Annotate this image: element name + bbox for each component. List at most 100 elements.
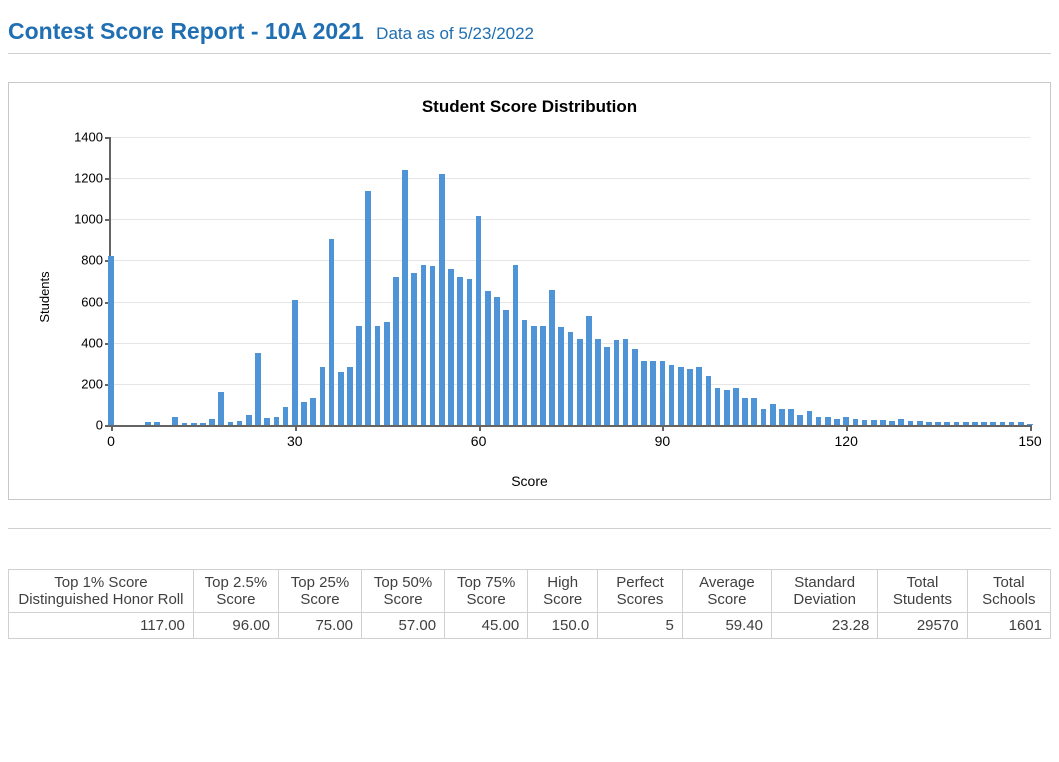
- histogram-bar: [687, 369, 693, 425]
- histogram-bar: [558, 327, 564, 425]
- histogram-bar: [715, 388, 721, 425]
- stats-col-header: Top 75% Score: [445, 570, 528, 613]
- title-asof: Data as of 5/23/2022: [376, 24, 534, 43]
- histogram-bar: [182, 423, 188, 425]
- stats-cell: 23.28: [771, 613, 877, 639]
- chart-title: Student Score Distribution: [19, 97, 1040, 117]
- histogram-bar: [669, 365, 675, 425]
- stats-col-header: High Score: [528, 570, 598, 613]
- histogram-bar: [742, 398, 748, 425]
- histogram-bar: [301, 402, 307, 425]
- ytick-label: 600: [81, 294, 103, 309]
- histogram-bar: [421, 265, 427, 425]
- stats-cell: 29570: [878, 613, 967, 639]
- xtick-label: 30: [287, 433, 303, 449]
- stats-value-row: 117.0096.0075.0057.0045.00150.0559.4023.…: [9, 613, 1051, 639]
- histogram-bar: [310, 398, 316, 425]
- histogram-bar: [540, 326, 546, 425]
- histogram-bar: [770, 404, 776, 425]
- histogram-bar: [935, 422, 941, 425]
- histogram-bar: [347, 367, 353, 425]
- histogram-bar: [329, 239, 335, 425]
- histogram-bar: [751, 398, 757, 425]
- stats-header-row: Top 1% Score Distinguished Honor RollTop…: [9, 570, 1051, 613]
- histogram-bar: [834, 419, 840, 425]
- histogram-bar: [448, 269, 454, 425]
- stats-col-header: Perfect Scores: [598, 570, 683, 613]
- histogram-bar: [568, 332, 574, 425]
- histogram-bar: [549, 290, 555, 425]
- histogram-bar: [898, 419, 904, 425]
- histogram-bar: [503, 310, 509, 425]
- histogram-bar: [1000, 422, 1006, 425]
- histogram-bar: [990, 422, 996, 425]
- chart-area: Students 0200400600800100012001400030609…: [19, 127, 1040, 467]
- xtick-label: 60: [471, 433, 487, 449]
- stats-cell: 75.00: [278, 613, 361, 639]
- histogram-bar: [439, 174, 445, 425]
- stats-cell: 59.40: [682, 613, 771, 639]
- histogram-bar: [191, 423, 197, 425]
- histogram-bar: [632, 349, 638, 425]
- histogram-bar: [678, 367, 684, 425]
- histogram-bar: [650, 361, 656, 425]
- stats-cell: 57.00: [362, 613, 445, 639]
- histogram-bar: [586, 316, 592, 425]
- histogram-bar: [228, 422, 234, 425]
- page-title: Contest Score Report - 10A 2021 Data as …: [8, 18, 1051, 45]
- stats-cell: 96.00: [193, 613, 278, 639]
- histogram-bar: [577, 339, 583, 425]
- histogram-bar: [880, 420, 886, 425]
- histogram-bar: [797, 415, 803, 425]
- histogram-bar: [172, 417, 178, 425]
- histogram-bar: [696, 367, 702, 425]
- histogram-bar: [963, 422, 969, 425]
- stats-table: Top 1% Score Distinguished Honor RollTop…: [8, 569, 1051, 639]
- histogram-bar: [209, 419, 215, 425]
- histogram-bar: [917, 421, 923, 425]
- chart-container: Student Score Distribution Students 0200…: [8, 82, 1051, 500]
- stats-col-header: Average Score: [682, 570, 771, 613]
- histogram-bar: [476, 216, 482, 425]
- histogram-bar: [954, 422, 960, 425]
- histogram-bar: [375, 326, 381, 425]
- histogram-bar: [264, 418, 270, 425]
- histogram-bar: [733, 388, 739, 425]
- histogram-bar: [595, 339, 601, 425]
- histogram-bar: [320, 367, 326, 425]
- divider: [8, 528, 1051, 529]
- histogram-bar: [467, 279, 473, 425]
- histogram-bar: [402, 170, 408, 425]
- ytick-label: 400: [81, 335, 103, 350]
- histogram-bar: [889, 421, 895, 425]
- histogram-bar: [816, 417, 822, 425]
- histogram-bar: [862, 420, 868, 425]
- chart-ylabel: Students: [37, 271, 52, 322]
- histogram-bar: [356, 326, 362, 425]
- histogram-bar: [145, 422, 151, 425]
- xtick-label: 0: [107, 433, 115, 449]
- histogram-bar: [457, 277, 463, 425]
- histogram-bar: [614, 340, 620, 425]
- divider: [8, 53, 1051, 54]
- histogram-bar: [485, 291, 491, 425]
- histogram-bar: [494, 297, 500, 425]
- ytick-label: 0: [96, 418, 103, 433]
- histogram-bar: [255, 353, 261, 425]
- histogram-bar: [1009, 422, 1015, 425]
- histogram-bar: [944, 422, 950, 425]
- ytick-label: 1400: [74, 130, 103, 145]
- xtick-label: 90: [655, 433, 671, 449]
- histogram-bar: [807, 411, 813, 425]
- histogram-bar: [604, 347, 610, 425]
- histogram-bar: [908, 421, 914, 425]
- histogram-bar: [108, 256, 114, 425]
- histogram-bar: [237, 421, 243, 425]
- stats-col-header: Standard Deviation: [771, 570, 877, 613]
- histogram-bar: [1027, 424, 1033, 425]
- histogram-bar: [154, 422, 160, 425]
- ytick-label: 800: [81, 253, 103, 268]
- histogram-bar: [338, 372, 344, 425]
- histogram-bar: [365, 191, 371, 426]
- histogram-bar: [246, 415, 252, 425]
